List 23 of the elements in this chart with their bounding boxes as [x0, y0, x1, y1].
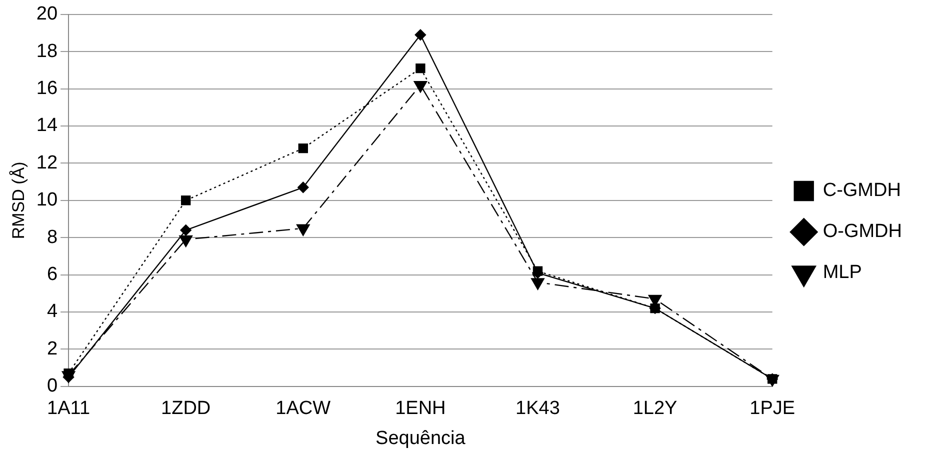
x-tick-label: 1A11	[47, 398, 90, 420]
y-tick-label: 2	[46, 338, 58, 360]
x-axis-title: Sequência	[376, 428, 466, 449]
legend-label: C-GMDH	[822, 180, 901, 202]
y-axis-title: RMSD (Å)	[8, 162, 28, 240]
legend-label: MLP	[822, 262, 862, 284]
x-tick-label: 1ZDD	[161, 398, 211, 420]
y-tick-label: 6	[46, 264, 58, 286]
y-tick-label: 12	[36, 152, 58, 174]
legend-label: O-GMDH	[822, 221, 902, 242]
y-tick-label: 20	[36, 4, 58, 25]
x-tick-label: 1ACW	[276, 398, 331, 420]
x-tick-label: 1ENH	[395, 398, 446, 420]
y-tick-label: 18	[36, 40, 58, 62]
y-tick-label: 16	[36, 78, 58, 100]
y-tick-label: 10	[36, 190, 58, 211]
y-tick-label: 4	[46, 301, 58, 322]
y-tick-label: 8	[46, 226, 58, 248]
x-tick-label: 1K43	[516, 398, 560, 420]
x-tick-label: 1L2Y	[632, 398, 678, 420]
y-tick-label: 14	[36, 115, 58, 136]
x-tick-label: 1PJE	[750, 398, 796, 420]
y-tick-label: 0	[46, 376, 58, 397]
